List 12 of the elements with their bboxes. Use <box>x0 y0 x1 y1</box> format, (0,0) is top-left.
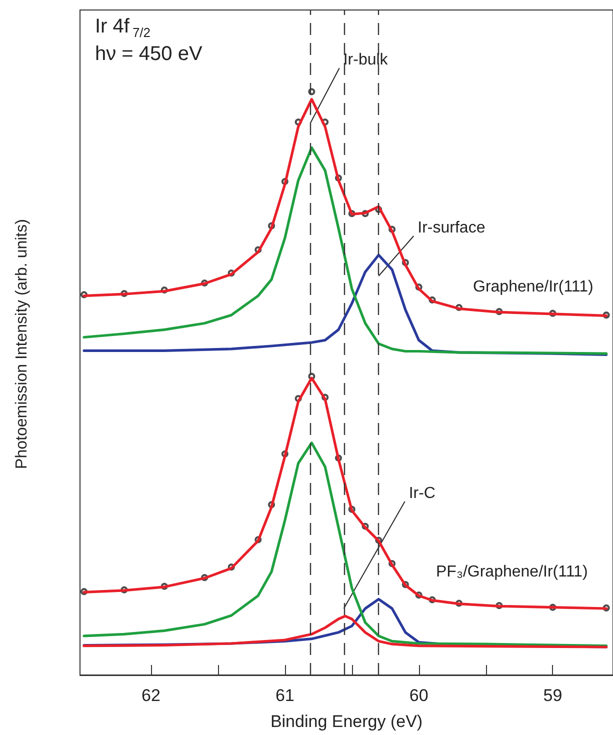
annotation: Graphene/Ir(111) <box>473 278 594 296</box>
annotation: Ir-bulk <box>343 52 389 69</box>
text: hν = 450 eV <box>95 43 203 65</box>
x-axis-title: Binding Energy (eV) <box>270 712 423 731</box>
annotation: Ir-C <box>408 485 436 502</box>
x-tick-label: 61 <box>275 686 294 705</box>
annotation: PF₃/Graphene/Ir(111) <box>436 564 588 580</box>
x-tick-label: 60 <box>409 686 428 705</box>
x-tick-label: 62 <box>142 686 160 705</box>
y-axis-title: Photoemission Intensity (arb. units) <box>14 219 30 469</box>
x-tick-label: 59 <box>543 686 562 705</box>
annotation: Ir-surface <box>418 220 486 236</box>
